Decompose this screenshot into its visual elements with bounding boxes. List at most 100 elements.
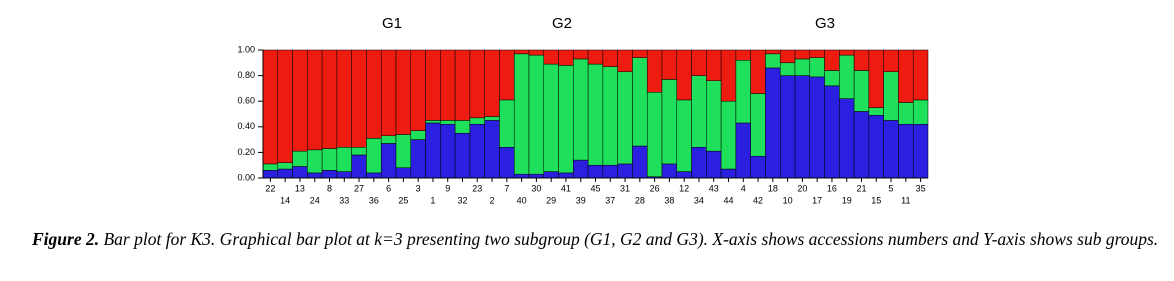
- bar-segment: [824, 70, 840, 87]
- x-tick-label: 1: [430, 195, 435, 205]
- bar-segment: [573, 159, 589, 179]
- bar-segment: [883, 49, 899, 73]
- x-tick-label: 10: [783, 195, 793, 205]
- bar-segment: [602, 66, 618, 166]
- x-tick-label: 32: [457, 195, 467, 205]
- bar-segment: [898, 49, 914, 103]
- bar-segment: [366, 172, 382, 179]
- bar-segment: [513, 49, 530, 55]
- bar-segment: [573, 49, 589, 60]
- bar-segment: [469, 49, 485, 119]
- bar-segment: [336, 147, 352, 172]
- y-tick-label: 0.40: [237, 121, 255, 131]
- bar-segment: [912, 123, 929, 179]
- x-tick-label: 18: [768, 183, 778, 193]
- bar-segment: [853, 70, 870, 112]
- bar-segment: [691, 49, 707, 76]
- bar-segment: [366, 49, 382, 139]
- x-tick-label: 19: [842, 195, 852, 205]
- bar-segment: [425, 122, 441, 179]
- y-tick-label: 1.00: [237, 44, 255, 54]
- bar-segment: [321, 148, 338, 171]
- bar-segment: [632, 145, 648, 179]
- x-tick-label: 34: [694, 195, 704, 205]
- bar-segment: [691, 75, 707, 148]
- bar-segment: [602, 49, 618, 67]
- bar-segment: [646, 49, 663, 93]
- bar-segment: [292, 49, 308, 152]
- x-tick-label: 37: [605, 195, 615, 205]
- bar-segment: [513, 53, 530, 175]
- x-tick-label: 17: [812, 195, 822, 205]
- bar-segment: [617, 163, 633, 179]
- x-tick-label: 24: [310, 195, 320, 205]
- bar-segment: [883, 71, 899, 121]
- bar-segment: [351, 154, 367, 179]
- bar-segment: [794, 58, 811, 76]
- x-tick-label: 6: [386, 183, 391, 193]
- bar-segment: [809, 57, 825, 78]
- caption-label: Figure 2.: [32, 229, 100, 249]
- x-tick-label: 27: [354, 183, 364, 193]
- bar-segment: [617, 49, 633, 73]
- bar-segment: [809, 76, 825, 179]
- bar-segment: [779, 75, 796, 179]
- bar-segment: [661, 163, 678, 179]
- x-tick-label: 23: [472, 183, 482, 193]
- bar-segment: [543, 171, 559, 179]
- bar-segment: [336, 49, 352, 148]
- x-tick-label: 33: [339, 195, 349, 205]
- bar-segment: [779, 62, 796, 76]
- x-tick-label: 7: [504, 183, 509, 193]
- x-tick-label: 2: [490, 195, 495, 205]
- bar-segment: [573, 58, 589, 161]
- bar-segment: [765, 67, 781, 179]
- bar-segment: [868, 49, 884, 108]
- group-label: G1: [382, 15, 402, 32]
- bar-segment: [292, 150, 308, 167]
- bar-segment: [395, 167, 412, 179]
- bar-segment: [706, 49, 722, 81]
- bar-segment: [912, 99, 929, 125]
- bar-segment: [410, 139, 426, 179]
- y-tick-label: 0.60: [237, 96, 255, 106]
- x-tick-label: 15: [871, 195, 881, 205]
- bar-segment: [587, 164, 604, 179]
- bar-segment: [380, 49, 397, 137]
- bar-segment: [292, 166, 308, 179]
- bar-segment: [587, 63, 604, 166]
- bar-segment: [484, 120, 500, 179]
- bar-segment: [499, 49, 515, 101]
- x-tick-label: 45: [590, 183, 600, 193]
- bar-segment: [543, 63, 559, 172]
- x-tick-label: 22: [265, 183, 275, 193]
- bar-segment: [380, 135, 397, 144]
- bar-segment: [395, 49, 412, 135]
- x-tick-label: 30: [531, 183, 541, 193]
- bar-segment: [632, 57, 648, 147]
- bar-segment: [321, 49, 338, 149]
- bar-segment: [277, 162, 293, 170]
- bar-segment: [794, 75, 811, 179]
- x-tick-label: 31: [620, 183, 630, 193]
- bar-segment: [307, 49, 323, 151]
- bar-segment: [839, 98, 855, 179]
- bar-segment: [543, 49, 559, 65]
- x-tick-label: 40: [517, 195, 527, 205]
- bar-segment: [395, 134, 412, 169]
- bar-segment: [558, 49, 574, 66]
- bar-segment: [410, 130, 426, 140]
- x-tick-label: 21: [856, 183, 866, 193]
- bar-segment: [765, 49, 781, 55]
- bar-segment: [351, 147, 367, 156]
- bar-segment: [262, 170, 279, 179]
- bar-segment: [558, 65, 574, 174]
- bar-segment: [839, 54, 855, 99]
- bar-segment: [262, 49, 279, 165]
- bar-segment: [676, 171, 692, 179]
- bar-segment: [883, 120, 899, 179]
- bar-segment: [336, 171, 352, 179]
- bar-segment: [794, 49, 811, 60]
- x-tick-label: 44: [723, 195, 733, 205]
- bar-segment: [750, 49, 766, 94]
